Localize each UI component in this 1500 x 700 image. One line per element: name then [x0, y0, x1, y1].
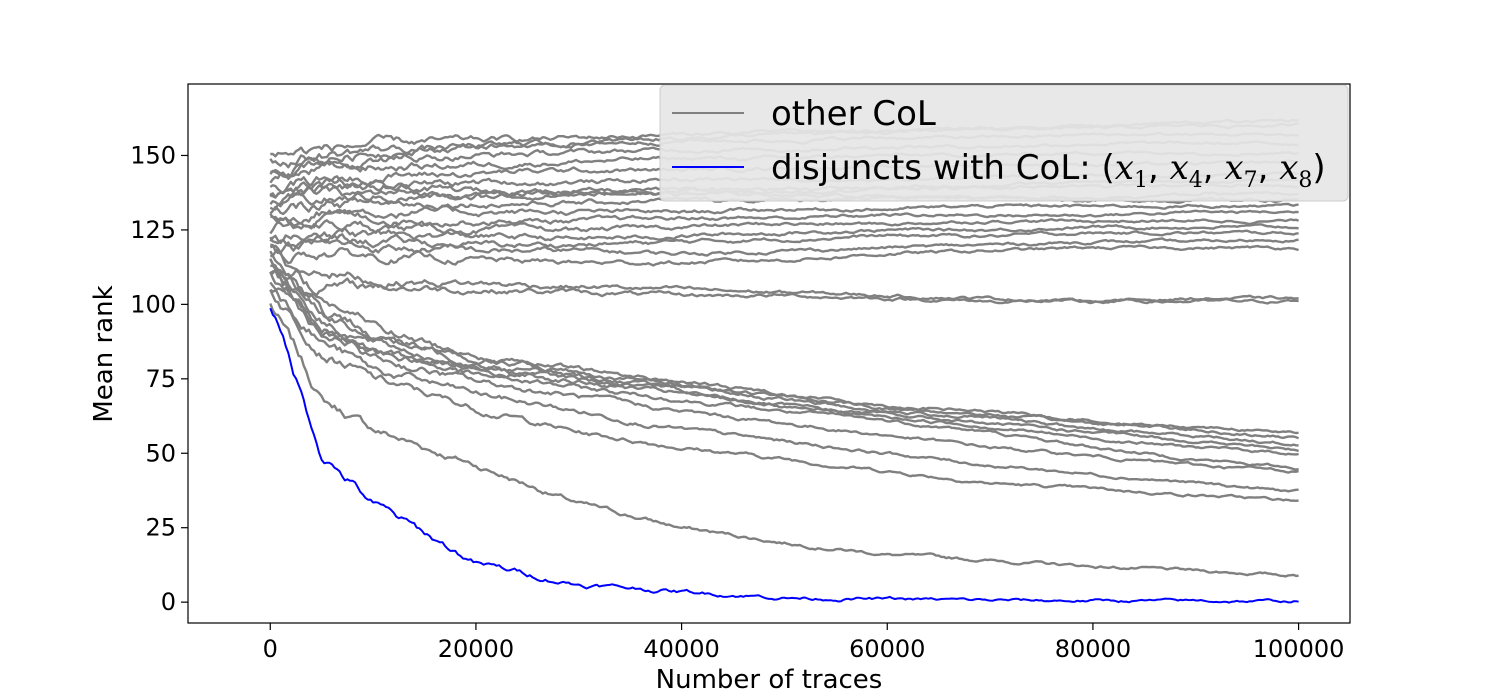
y-tick-label: 75	[145, 365, 176, 393]
y-axis: 0 25 50 75 100 125 150	[130, 141, 188, 616]
series-line-other-col	[269, 216, 1300, 236]
legend-comma: ,	[1203, 148, 1225, 188]
x-tick-label: 60000	[849, 635, 925, 663]
x-tick-label: 80000	[1055, 635, 1131, 663]
legend-var-x: x	[1279, 148, 1298, 188]
y-tick-label: 100	[130, 290, 176, 318]
legend-label-other-col: other CoL	[771, 94, 936, 134]
series-line-other-col	[269, 258, 1299, 456]
legend-sub-1: 1	[1134, 168, 1148, 193]
series-line-other-col	[269, 258, 1299, 435]
series-line-other-col	[269, 269, 1299, 471]
y-tick-label: 50	[145, 439, 176, 467]
series-line-other-col	[269, 268, 1299, 305]
legend-label-disjuncts-prefix: disjuncts with CoL: (	[771, 148, 1115, 188]
series-line-other-col	[269, 229, 1299, 249]
legend-var-x: x	[1115, 148, 1134, 188]
legend-comma: ,	[1148, 148, 1170, 188]
legend-sub-8: 8	[1298, 168, 1312, 193]
plot-frame	[187, 83, 1351, 624]
series-line-other-col	[269, 303, 1299, 578]
x-tick-label: 20000	[438, 635, 514, 663]
x-tick-label: 0	[263, 635, 278, 663]
x-axis-label: Number of traces	[656, 665, 883, 695]
legend-sub-7: 7	[1244, 168, 1258, 193]
series-line-other-col	[269, 223, 1299, 245]
series-line-other-col	[269, 281, 1299, 493]
legend-var-x: x	[1224, 148, 1243, 188]
series-line-other-col	[269, 244, 1299, 267]
x-axis: 0 20000 40000 60000 80000 100000	[263, 623, 1345, 663]
series-line-other-col	[269, 237, 1299, 257]
y-tick-label: 150	[130, 141, 176, 169]
series-line-disjuncts	[269, 307, 1299, 604]
y-tick-label: 0	[161, 588, 176, 616]
legend-label-disjuncts-suffix: )	[1312, 148, 1325, 188]
legend-box	[659, 84, 1349, 202]
x-tick-label: 40000	[643, 635, 719, 663]
legend-sub-4: 4	[1189, 168, 1203, 193]
legend-var-x: x	[1170, 148, 1189, 188]
series-line-other-col	[269, 250, 1299, 447]
y-tick-label: 25	[145, 514, 176, 542]
y-axis-label: Mean rank	[89, 285, 119, 422]
legend: other CoL disjuncts with CoL: (x1, x4, x…	[659, 84, 1349, 202]
series-line-other-col	[269, 271, 1299, 474]
x-tick-label: 100000	[1253, 635, 1345, 663]
series-line-other-col	[269, 289, 1299, 502]
series-line-other-col	[270, 264, 1299, 453]
legend-comma: ,	[1258, 148, 1280, 188]
legend-label-disjuncts: disjuncts with CoL: (x1, x4, x7, x8)	[771, 148, 1326, 193]
y-tick-label: 125	[130, 216, 176, 244]
series-line-other-col	[270, 209, 1299, 229]
